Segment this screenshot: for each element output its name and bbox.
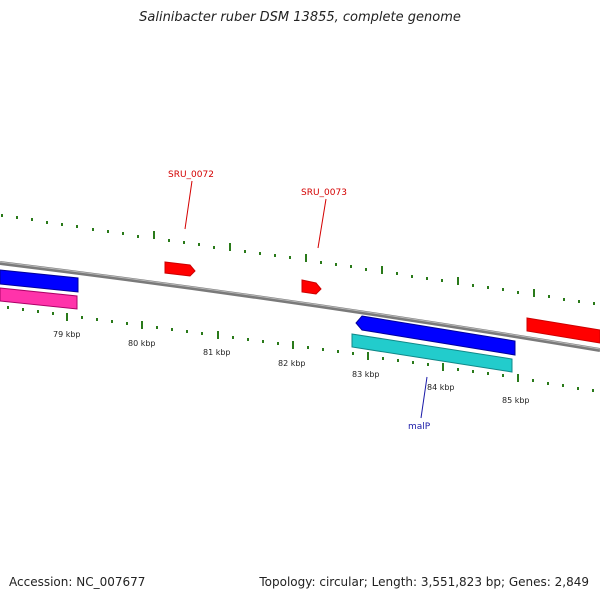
outer-tick-pattern	[0, 214, 600, 305]
scale-label-85kbp: 85 kbp	[502, 396, 530, 405]
genome-backbone	[0, 261, 600, 352]
scale-label-80kbp: 80 kbp	[128, 339, 156, 348]
genome-title: Salinibacter ruber DSM 13855, complete g…	[139, 10, 461, 25]
forward-strand-features	[164, 261, 600, 344]
scale-label-83kbp: 83 kbp	[352, 370, 380, 379]
malp-leader	[420, 376, 428, 419]
gene-label-sru0073[interactable]: SRU_0073	[301, 188, 347, 198]
gene-malp-blue-arrow[interactable]	[355, 315, 516, 356]
misc-features	[0, 287, 513, 373]
sru0073-leader	[317, 198, 327, 249]
gene-left-blue-bar[interactable]	[0, 269, 79, 293]
sru0072-leader	[184, 180, 193, 230]
genome-stats: Topology: circular; Length: 3,551,823 bp…	[259, 575, 589, 589]
gene-right-edge-red[interactable]	[526, 317, 600, 344]
scale-label-81kbp: 81 kbp	[203, 348, 231, 357]
feature-malp-cyan-bar[interactable]	[351, 333, 513, 373]
gene-sru0073-arrow[interactable]	[301, 279, 322, 295]
gene-label-sru0072[interactable]: SRU_0072	[168, 170, 214, 180]
scale-label-82kbp: 82 kbp	[278, 359, 306, 368]
outer-tick-ruler	[0, 214, 600, 305]
scale-label-79kbp: 79 kbp	[53, 330, 81, 339]
scale-label-84kbp: 84 kbp	[427, 383, 455, 392]
accession-label: Accession: NC_007677	[9, 575, 146, 589]
gene-label-malp[interactable]: malP	[408, 422, 431, 432]
feature-left-pink-bar[interactable]	[0, 287, 78, 310]
inner-tick-ruler	[7, 306, 594, 392]
genome-backbone-highlight	[0, 261, 600, 350]
reverse-strand-features	[0, 269, 516, 356]
gene-sru0072-arrow[interactable]	[164, 261, 196, 277]
